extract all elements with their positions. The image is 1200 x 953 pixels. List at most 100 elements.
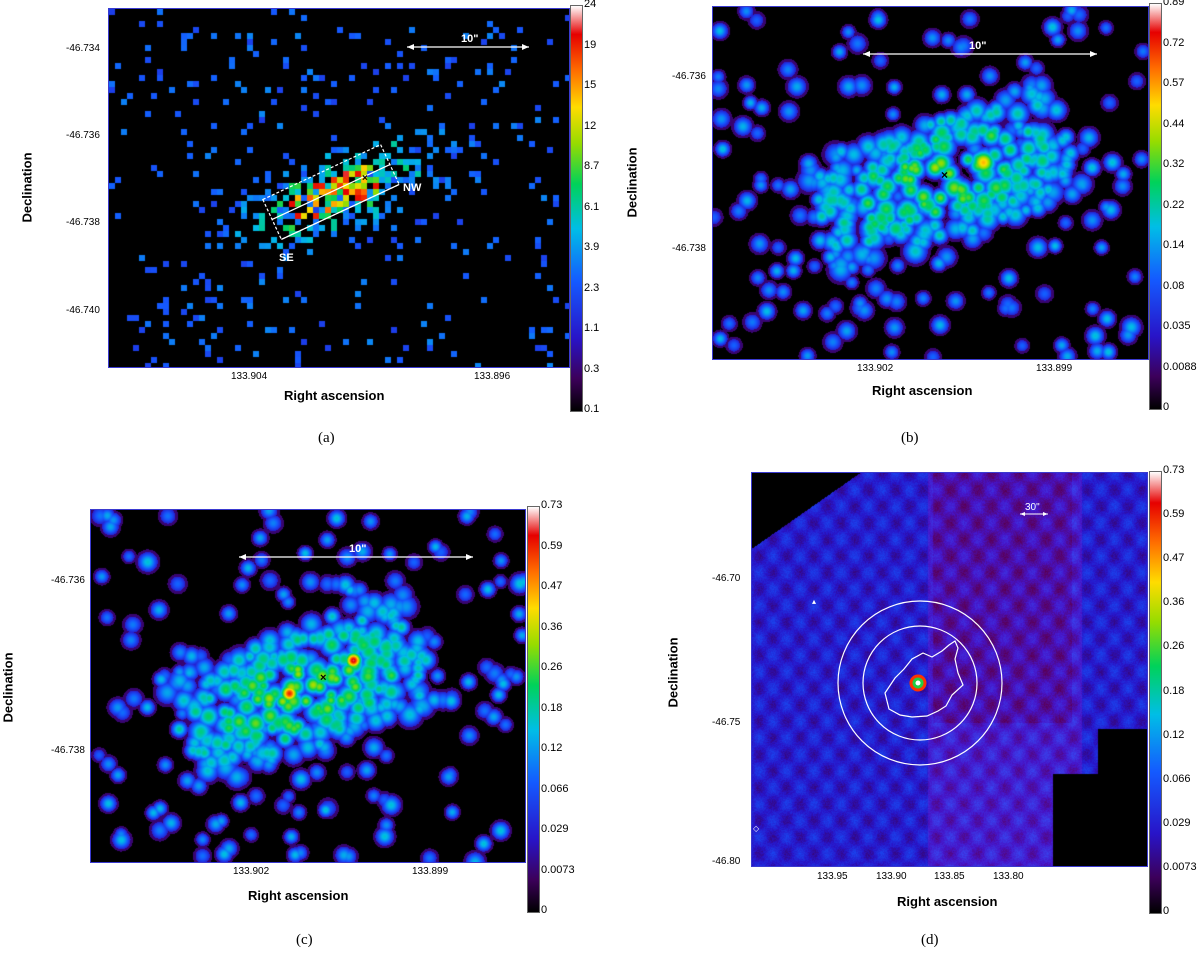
overlay-b: 10" × (863, 40, 1097, 182)
y-tick-label: -46.75 (712, 717, 741, 728)
colorbar-tick-label: 0.73 (541, 499, 563, 511)
colorbar-tick-label: 0.47 (1163, 552, 1185, 565)
caption-c: (c) (296, 932, 313, 948)
colorbar-tick-label: 0.89 (1163, 0, 1185, 8)
y-tick-label: -46.740 (66, 305, 100, 316)
colorbar-tick-label: 0 (1163, 401, 1170, 413)
colorbar-tick-label: 1.1 (584, 322, 600, 334)
source-region-contour (884, 640, 964, 718)
y-tick-label: -46.738 (51, 745, 85, 756)
colorbar-c (527, 506, 540, 913)
colorbar-tick-label: 0.12 (1163, 728, 1185, 741)
colorbar-tick-label: 8.7 (584, 160, 600, 172)
caption-b: (b) (901, 430, 919, 446)
x-tick-label: 133.80 (993, 871, 1024, 882)
y-tick-label: -46.80 (712, 856, 741, 867)
svg-text:▴: ▴ (812, 597, 816, 606)
x-tick-label: 133.85 (934, 871, 965, 882)
y-tick-label: -46.734 (66, 43, 100, 54)
ylabel-d: Declination (665, 637, 681, 708)
caption-a: (a) (318, 430, 335, 446)
x-tick-label: 133.902 (857, 363, 894, 374)
colorbar-tick-label: 0.36 (541, 620, 563, 633)
source-marker-a: × (362, 173, 368, 184)
colorbar-tick-label: 0.36 (1163, 596, 1185, 609)
colorbar-tick-label: 0.73 (1163, 464, 1185, 476)
colorbar-tick-label: 0.035 (1163, 320, 1191, 332)
colorbar-tick-label: 0.0088 (1163, 360, 1197, 373)
colorbar-tick-label: 0.08 (1163, 279, 1185, 292)
x-tick-label: 133.95 (817, 871, 848, 882)
colorbar-tick-label: 0.26 (541, 661, 563, 673)
colorbar-tick-label: 0.18 (1163, 684, 1185, 697)
inner-annulus (862, 625, 978, 741)
colorbar-tick-label: 0.12 (541, 742, 563, 754)
colorbar-tick-label: 0.066 (1163, 772, 1191, 785)
colorbar-tick-label: 0 (1163, 905, 1170, 917)
y-tick-label: -46.736 (672, 71, 706, 82)
source-marker-b: × (941, 168, 948, 182)
x-tick-label: 133.904 (231, 371, 268, 382)
x-tick-label: 133.902 (233, 866, 270, 877)
label-se: SE (279, 252, 294, 264)
colorbar-b (1149, 3, 1162, 410)
colorbar-tick-label: 0.32 (1163, 158, 1185, 170)
colorbar-tick-label: 0.72 (1163, 36, 1185, 49)
scale-label-b: 10" (969, 40, 986, 52)
x-tick-label: 133.899 (412, 866, 449, 877)
colorbar-tick-label: 0.59 (541, 539, 563, 552)
scale-label-a: 10" (461, 33, 478, 45)
xlabel-c: Right ascension (248, 888, 349, 903)
colorbar-tick-label: 0.47 (541, 580, 563, 592)
colorbar-d (1149, 471, 1162, 914)
colorbar-tick-label: 0.22 (1163, 198, 1185, 211)
colorbar-tick-label: 0.14 (1163, 239, 1185, 251)
xlabel-b: Right ascension (872, 383, 973, 398)
overlay-a: 10" × NW SE (261, 33, 529, 264)
x-tick-label: 133.90 (876, 871, 907, 882)
image-panel-d: 30" ▴ ◇ (751, 472, 1148, 867)
y-tick-label: -46.70 (712, 573, 741, 584)
extraction-box (261, 143, 401, 241)
xlabel-d: Right ascension (897, 894, 998, 909)
colorbar-tick-label: 0.44 (1163, 117, 1185, 130)
colorbar-tick-label: 0.59 (1163, 508, 1185, 521)
y-tick-label: -46.738 (66, 217, 100, 228)
y-tick-label: -46.738 (672, 243, 706, 254)
image-panel-b: 10" × (712, 6, 1149, 360)
label-nw: NW (403, 182, 422, 194)
colorbar-tick-label: 0.066 (541, 782, 569, 795)
x-tick-label: 133.899 (1036, 363, 1073, 374)
colorbar-tick-label: 0.3 (584, 362, 600, 375)
colorbar-tick-label: 0.029 (541, 823, 569, 835)
x-tick-label: 133.896 (474, 371, 511, 382)
y-tick-label: -46.736 (66, 130, 100, 141)
colorbar-tick-label: 0.029 (1163, 816, 1191, 829)
image-panel-c: 10" × (90, 509, 526, 863)
colorbar-tick-label: 19 (584, 38, 597, 51)
overlay-d: 30" ▴ ◇ (753, 502, 1048, 833)
scale-label-c: 10" (349, 543, 366, 555)
colorbar-tick-label: 3.9 (584, 241, 600, 253)
overlay-c: 10" × (239, 543, 473, 684)
colorbar-tick-label: 24 (584, 0, 597, 10)
colorbar-tick-label: 0.26 (1163, 640, 1185, 653)
colorbar-tick-label: 12 (584, 119, 597, 132)
xlabel-a: Right ascension (284, 388, 385, 403)
ylabel-c: Declination (0, 652, 16, 723)
image-panel-a: 10" × NW SE (108, 8, 570, 368)
scale-label-d: 30" (1025, 502, 1040, 513)
colorbar-tick-label: 0.0073 (541, 863, 575, 876)
source-marker-c: × (320, 672, 326, 684)
outer-annulus (837, 600, 1003, 766)
colorbar-tick-label: 0.0073 (1163, 860, 1197, 873)
y-tick-label: -46.736 (51, 575, 85, 586)
ylabel-b: Declination (624, 147, 640, 218)
colorbar-tick-label: 2.3 (584, 281, 600, 294)
caption-d: (d) (921, 932, 939, 948)
colorbar-tick-label: 15 (584, 79, 597, 91)
colorbar-tick-label: 0.18 (541, 701, 563, 714)
colorbar-tick-label: 6.1 (584, 200, 600, 213)
ylabel-a: Declination (19, 152, 35, 223)
colorbar-tick-label: 0 (541, 904, 548, 916)
